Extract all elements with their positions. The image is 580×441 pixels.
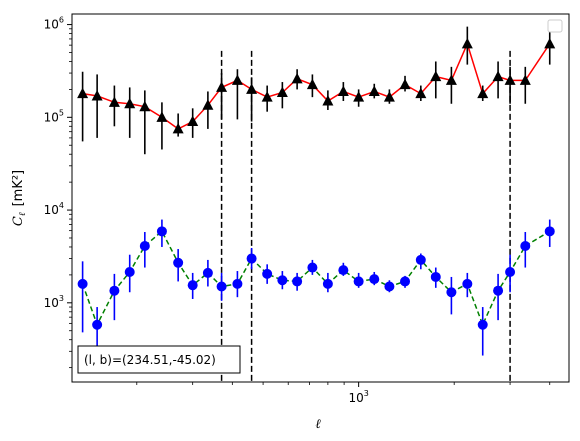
series-0-point-19 bbox=[368, 85, 380, 96]
series-1-point-5 bbox=[156, 226, 167, 237]
series-1-point-4 bbox=[139, 240, 150, 251]
series-1-point-22 bbox=[415, 254, 426, 265]
series-1-point-7 bbox=[187, 280, 198, 291]
series-0-point-22 bbox=[415, 87, 427, 99]
series-0-point-0 bbox=[77, 87, 89, 99]
series-0-point-26 bbox=[477, 87, 489, 99]
series-1-point-30 bbox=[544, 226, 555, 237]
svg-text:Cℓ[mK²]: Cℓ [mK²] bbox=[11, 170, 28, 226]
series-1-point-25 bbox=[462, 278, 473, 289]
series-0-point-5 bbox=[156, 111, 168, 122]
series-1-point-20 bbox=[384, 281, 395, 292]
plot-frame bbox=[71, 13, 570, 383]
y-tick-label-0: 103 bbox=[44, 294, 64, 310]
series-1-point-11 bbox=[246, 253, 257, 264]
y-tick-exp-3: 6 bbox=[59, 16, 64, 25]
series-0-point-3 bbox=[124, 97, 136, 109]
series-1-line bbox=[81, 230, 551, 327]
y-tick-label-3: 106 bbox=[44, 16, 64, 32]
annotation-box: (l, b)=(234.51,-45.02) bbox=[77, 345, 241, 374]
y-tick-base-0: 10 bbox=[44, 296, 59, 310]
series-1-point-3 bbox=[124, 266, 135, 277]
series-1-point-21 bbox=[400, 276, 411, 287]
series-1-point-0 bbox=[77, 278, 88, 289]
series-1-point-16 bbox=[322, 278, 333, 289]
series-0-point-4 bbox=[139, 100, 151, 112]
series-1-point-14 bbox=[292, 276, 303, 287]
x-tick-exp-0: 3 bbox=[364, 389, 369, 398]
series-1-point-26 bbox=[477, 319, 488, 330]
y-tick-exp-0: 3 bbox=[59, 294, 64, 303]
series-0-point-9 bbox=[216, 81, 228, 92]
series-1-point-19 bbox=[369, 274, 380, 285]
y-tick-base-1: 10 bbox=[44, 203, 59, 217]
series-0-point-29 bbox=[519, 74, 531, 85]
y-axis-label: Cℓ [mK²] bbox=[11, 170, 28, 226]
y-axis-label-main: C bbox=[11, 216, 26, 226]
series-0-point-15 bbox=[306, 78, 318, 90]
series-1-point-17 bbox=[338, 265, 349, 276]
series-1-point-12 bbox=[262, 268, 273, 279]
series-0-point-14 bbox=[291, 72, 303, 84]
series-1-point-29 bbox=[520, 240, 531, 251]
series-1-point-10 bbox=[232, 278, 243, 289]
series-1-point-18 bbox=[353, 276, 364, 287]
series-1-point-28 bbox=[505, 266, 516, 277]
y-tick-base-2: 10 bbox=[44, 110, 59, 124]
y-tick-label-2: 105 bbox=[44, 108, 64, 124]
series-0-point-1 bbox=[91, 89, 103, 101]
y-tick-label-1: 104 bbox=[44, 201, 64, 217]
series-0-point-7 bbox=[187, 115, 199, 127]
series-1-point-27 bbox=[493, 285, 504, 296]
series-0-point-16 bbox=[322, 94, 334, 106]
series-0-point-23 bbox=[430, 70, 442, 82]
series-1-point-2 bbox=[109, 285, 120, 296]
series-0-point-25 bbox=[461, 37, 473, 49]
y-tick-base-3: 10 bbox=[44, 18, 59, 32]
series-1-point-8 bbox=[202, 267, 213, 278]
series-1-point-23 bbox=[430, 271, 441, 282]
series-1-point-15 bbox=[307, 262, 318, 273]
series-0-point-18 bbox=[353, 91, 365, 102]
series-0-point-13 bbox=[276, 86, 288, 98]
y-tick-exp-2: 5 bbox=[59, 108, 64, 117]
series-0-point-8 bbox=[202, 99, 214, 110]
annotation-frame bbox=[77, 345, 241, 374]
y-axis-label-unit: [mK²] bbox=[11, 170, 26, 207]
series-0-point-17 bbox=[337, 85, 349, 96]
series-1-point-6 bbox=[173, 257, 184, 268]
y-axis-label-sub: ℓ bbox=[18, 212, 28, 216]
series-1-point-24 bbox=[446, 287, 457, 298]
x-axis-label: ℓ bbox=[315, 417, 321, 432]
series-0-point-11 bbox=[246, 83, 258, 94]
series-0-point-2 bbox=[108, 96, 120, 107]
chart-series-layer bbox=[77, 26, 556, 356]
annotation-text: (l, b)=(234.51,-45.02) bbox=[84, 353, 216, 367]
series-0-point-30 bbox=[544, 37, 556, 49]
series-0-point-28 bbox=[504, 74, 516, 85]
series-0-point-20 bbox=[383, 91, 395, 102]
series-1-point-9 bbox=[216, 281, 227, 292]
series-1-point-13 bbox=[277, 275, 288, 286]
x-tick-base-0: 10 bbox=[348, 391, 363, 405]
legend-box bbox=[547, 19, 563, 33]
x-tick-label-0: 103 bbox=[348, 389, 368, 405]
series-0-point-24 bbox=[445, 74, 457, 85]
series-0-point-12 bbox=[261, 91, 273, 102]
series-0-point-6 bbox=[172, 122, 184, 134]
y-tick-exp-1: 4 bbox=[59, 201, 64, 210]
series-0-point-21 bbox=[399, 78, 411, 90]
series-0-point-10 bbox=[231, 74, 243, 85]
series-0-point-27 bbox=[492, 70, 504, 82]
series-1-point-1 bbox=[92, 319, 103, 330]
